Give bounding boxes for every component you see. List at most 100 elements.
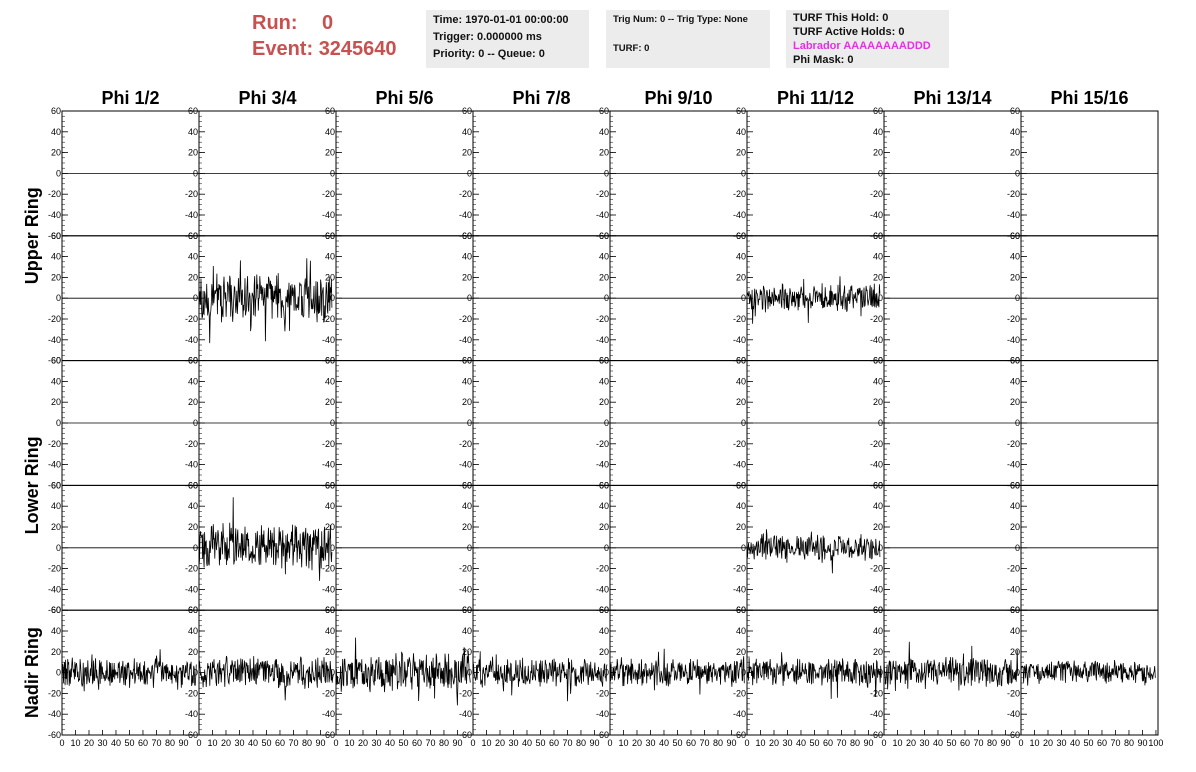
y-tick-label: 20 (325, 272, 335, 282)
x-tick-label: 40 (385, 738, 395, 748)
y-tick-label: 20 (873, 148, 883, 158)
y-tick-label: 20 (462, 148, 472, 158)
row-label: Nadir Ring (22, 627, 42, 718)
y-tick-label: 60 (462, 480, 472, 490)
y-tick-label: -40 (1007, 335, 1020, 345)
y-tick-label: 0 (604, 668, 609, 678)
y-tick-label: 40 (51, 501, 61, 511)
y-tick-label: -40 (185, 709, 198, 719)
y-tick-label: 0 (467, 168, 472, 178)
x-tick-label: 50 (535, 738, 545, 748)
x-tick-label: 10 (618, 738, 628, 748)
y-tick-label: 0 (1015, 668, 1020, 678)
y-tick-label: 40 (188, 252, 198, 262)
y-tick-label: 20 (325, 522, 335, 532)
priority-text: Priority: 0 -- Queue: 0 (433, 48, 545, 60)
y-tick-label: 20 (462, 647, 472, 657)
y-tick-label: 0 (467, 668, 472, 678)
y-tick-label: 60 (736, 231, 746, 241)
y-tick-label: 20 (1010, 397, 1020, 407)
y-tick-label: 0 (1015, 168, 1020, 178)
y-tick-label: 60 (873, 605, 883, 615)
y-tick-label: 60 (462, 106, 472, 116)
x-tick-label: 90 (1137, 738, 1147, 748)
waveform-trace (609, 648, 745, 695)
y-tick-label: -20 (870, 688, 883, 698)
y-tick-label: 20 (462, 522, 472, 532)
y-tick-label: -20 (459, 439, 472, 449)
y-tick-label: -60 (870, 730, 883, 740)
y-tick-label: -20 (733, 688, 746, 698)
y-tick-label: 0 (193, 293, 198, 303)
y-tick-label: 60 (736, 480, 746, 490)
y-tick-label: -40 (733, 584, 746, 594)
y-tick-label: 60 (188, 106, 198, 116)
x-tick-label: 0 (1018, 738, 1023, 748)
y-tick-label: -20 (733, 564, 746, 574)
y-tick-label: -20 (322, 439, 335, 449)
run-label: Run: (252, 12, 298, 34)
y-tick-label: 60 (1010, 356, 1020, 366)
y-tick-label: 20 (1010, 647, 1020, 657)
y-tick-label: 0 (467, 418, 472, 428)
x-tick-label: 50 (1083, 738, 1093, 748)
y-tick-label: -40 (185, 335, 198, 345)
y-tick-label: 60 (51, 356, 61, 366)
y-tick-label: 20 (599, 272, 609, 282)
x-tick-label: 30 (371, 738, 381, 748)
y-tick-label: 40 (1010, 501, 1020, 511)
y-tick-label: -40 (596, 335, 609, 345)
x-tick-label: 80 (1124, 738, 1134, 748)
y-tick-label: -20 (459, 189, 472, 199)
row-label: Lower Ring (22, 436, 42, 534)
y-tick-label: 0 (330, 418, 335, 428)
y-tick-label: 60 (736, 106, 746, 116)
y-tick-label: -20 (596, 314, 609, 324)
labrador-text: Labrador AAAAAAAADDD (793, 40, 931, 52)
y-tick-label: 0 (330, 168, 335, 178)
y-tick-label: 20 (873, 397, 883, 407)
y-tick-label: -40 (459, 460, 472, 470)
y-tick-label: 60 (188, 480, 198, 490)
x-tick-label: 70 (836, 738, 846, 748)
y-tick-label: 60 (188, 605, 198, 615)
y-tick-label: -40 (48, 460, 61, 470)
x-tick-label: 100 (1148, 738, 1163, 748)
y-tick-label: 0 (330, 668, 335, 678)
y-tick-label: -40 (870, 709, 883, 719)
y-tick-label: -60 (48, 231, 61, 241)
x-tick-label: 20 (632, 738, 642, 748)
y-tick-label: 40 (873, 376, 883, 386)
y-tick-label: -20 (48, 564, 61, 574)
y-tick-label: 60 (325, 356, 335, 366)
y-tick-label: 20 (873, 272, 883, 282)
y-tick-label: 60 (873, 231, 883, 241)
y-tick-label: 20 (736, 148, 746, 158)
y-tick-label: 20 (188, 397, 198, 407)
column-header: Phi 9/10 (644, 88, 712, 108)
y-tick-label: 0 (878, 668, 883, 678)
x-tick-label: 10 (892, 738, 902, 748)
y-tick-label: 60 (599, 106, 609, 116)
y-tick-label: 40 (1010, 127, 1020, 137)
x-tick-label: 60 (138, 738, 148, 748)
x-tick-label: 40 (111, 738, 121, 748)
y-tick-label: 0 (330, 293, 335, 303)
y-tick-label: 20 (1010, 148, 1020, 158)
y-tick-label: -20 (322, 189, 335, 199)
y-tick-label: -40 (870, 210, 883, 220)
x-tick-label: 40 (522, 738, 532, 748)
y-tick-label: 40 (1010, 626, 1020, 636)
y-tick-label: 60 (599, 356, 609, 366)
y-tick-label: 0 (56, 293, 61, 303)
y-tick-label: 40 (462, 501, 472, 511)
event-value: 3245640 (318, 38, 397, 60)
